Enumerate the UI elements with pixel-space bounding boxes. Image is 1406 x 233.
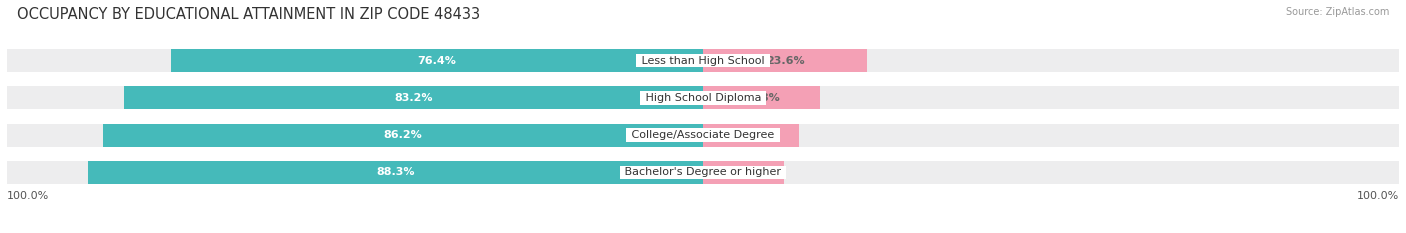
Text: 13.8%: 13.8% — [731, 130, 770, 140]
Text: 100.0%: 100.0% — [7, 191, 49, 201]
Bar — [703, 161, 1399, 184]
Bar — [7, 123, 703, 147]
Text: Bachelor's Degree or higher: Bachelor's Degree or higher — [621, 168, 785, 177]
Bar — [103, 123, 703, 147]
Bar — [7, 49, 703, 72]
Bar — [703, 123, 1399, 147]
Text: 16.8%: 16.8% — [742, 93, 780, 103]
Bar — [7, 161, 703, 184]
Text: 76.4%: 76.4% — [418, 56, 457, 65]
Bar — [703, 161, 785, 184]
Bar — [124, 86, 703, 110]
Text: 88.3%: 88.3% — [377, 168, 415, 177]
Bar — [703, 86, 1399, 110]
Bar — [89, 161, 703, 184]
Text: High School Diploma: High School Diploma — [641, 93, 765, 103]
Bar — [172, 49, 703, 72]
Bar — [703, 123, 799, 147]
Bar — [703, 49, 1399, 72]
Text: 86.2%: 86.2% — [384, 130, 422, 140]
Text: 100.0%: 100.0% — [1357, 191, 1399, 201]
Bar — [7, 86, 703, 110]
Text: 23.6%: 23.6% — [766, 56, 804, 65]
Text: OCCUPANCY BY EDUCATIONAL ATTAINMENT IN ZIP CODE 48433: OCCUPANCY BY EDUCATIONAL ATTAINMENT IN Z… — [17, 7, 479, 22]
Bar — [703, 49, 868, 72]
Text: Less than High School: Less than High School — [638, 56, 768, 65]
Bar — [703, 86, 820, 110]
Text: 11.7%: 11.7% — [724, 168, 763, 177]
Text: Source: ZipAtlas.com: Source: ZipAtlas.com — [1285, 7, 1389, 17]
Text: 83.2%: 83.2% — [394, 93, 433, 103]
Text: College/Associate Degree: College/Associate Degree — [628, 130, 778, 140]
